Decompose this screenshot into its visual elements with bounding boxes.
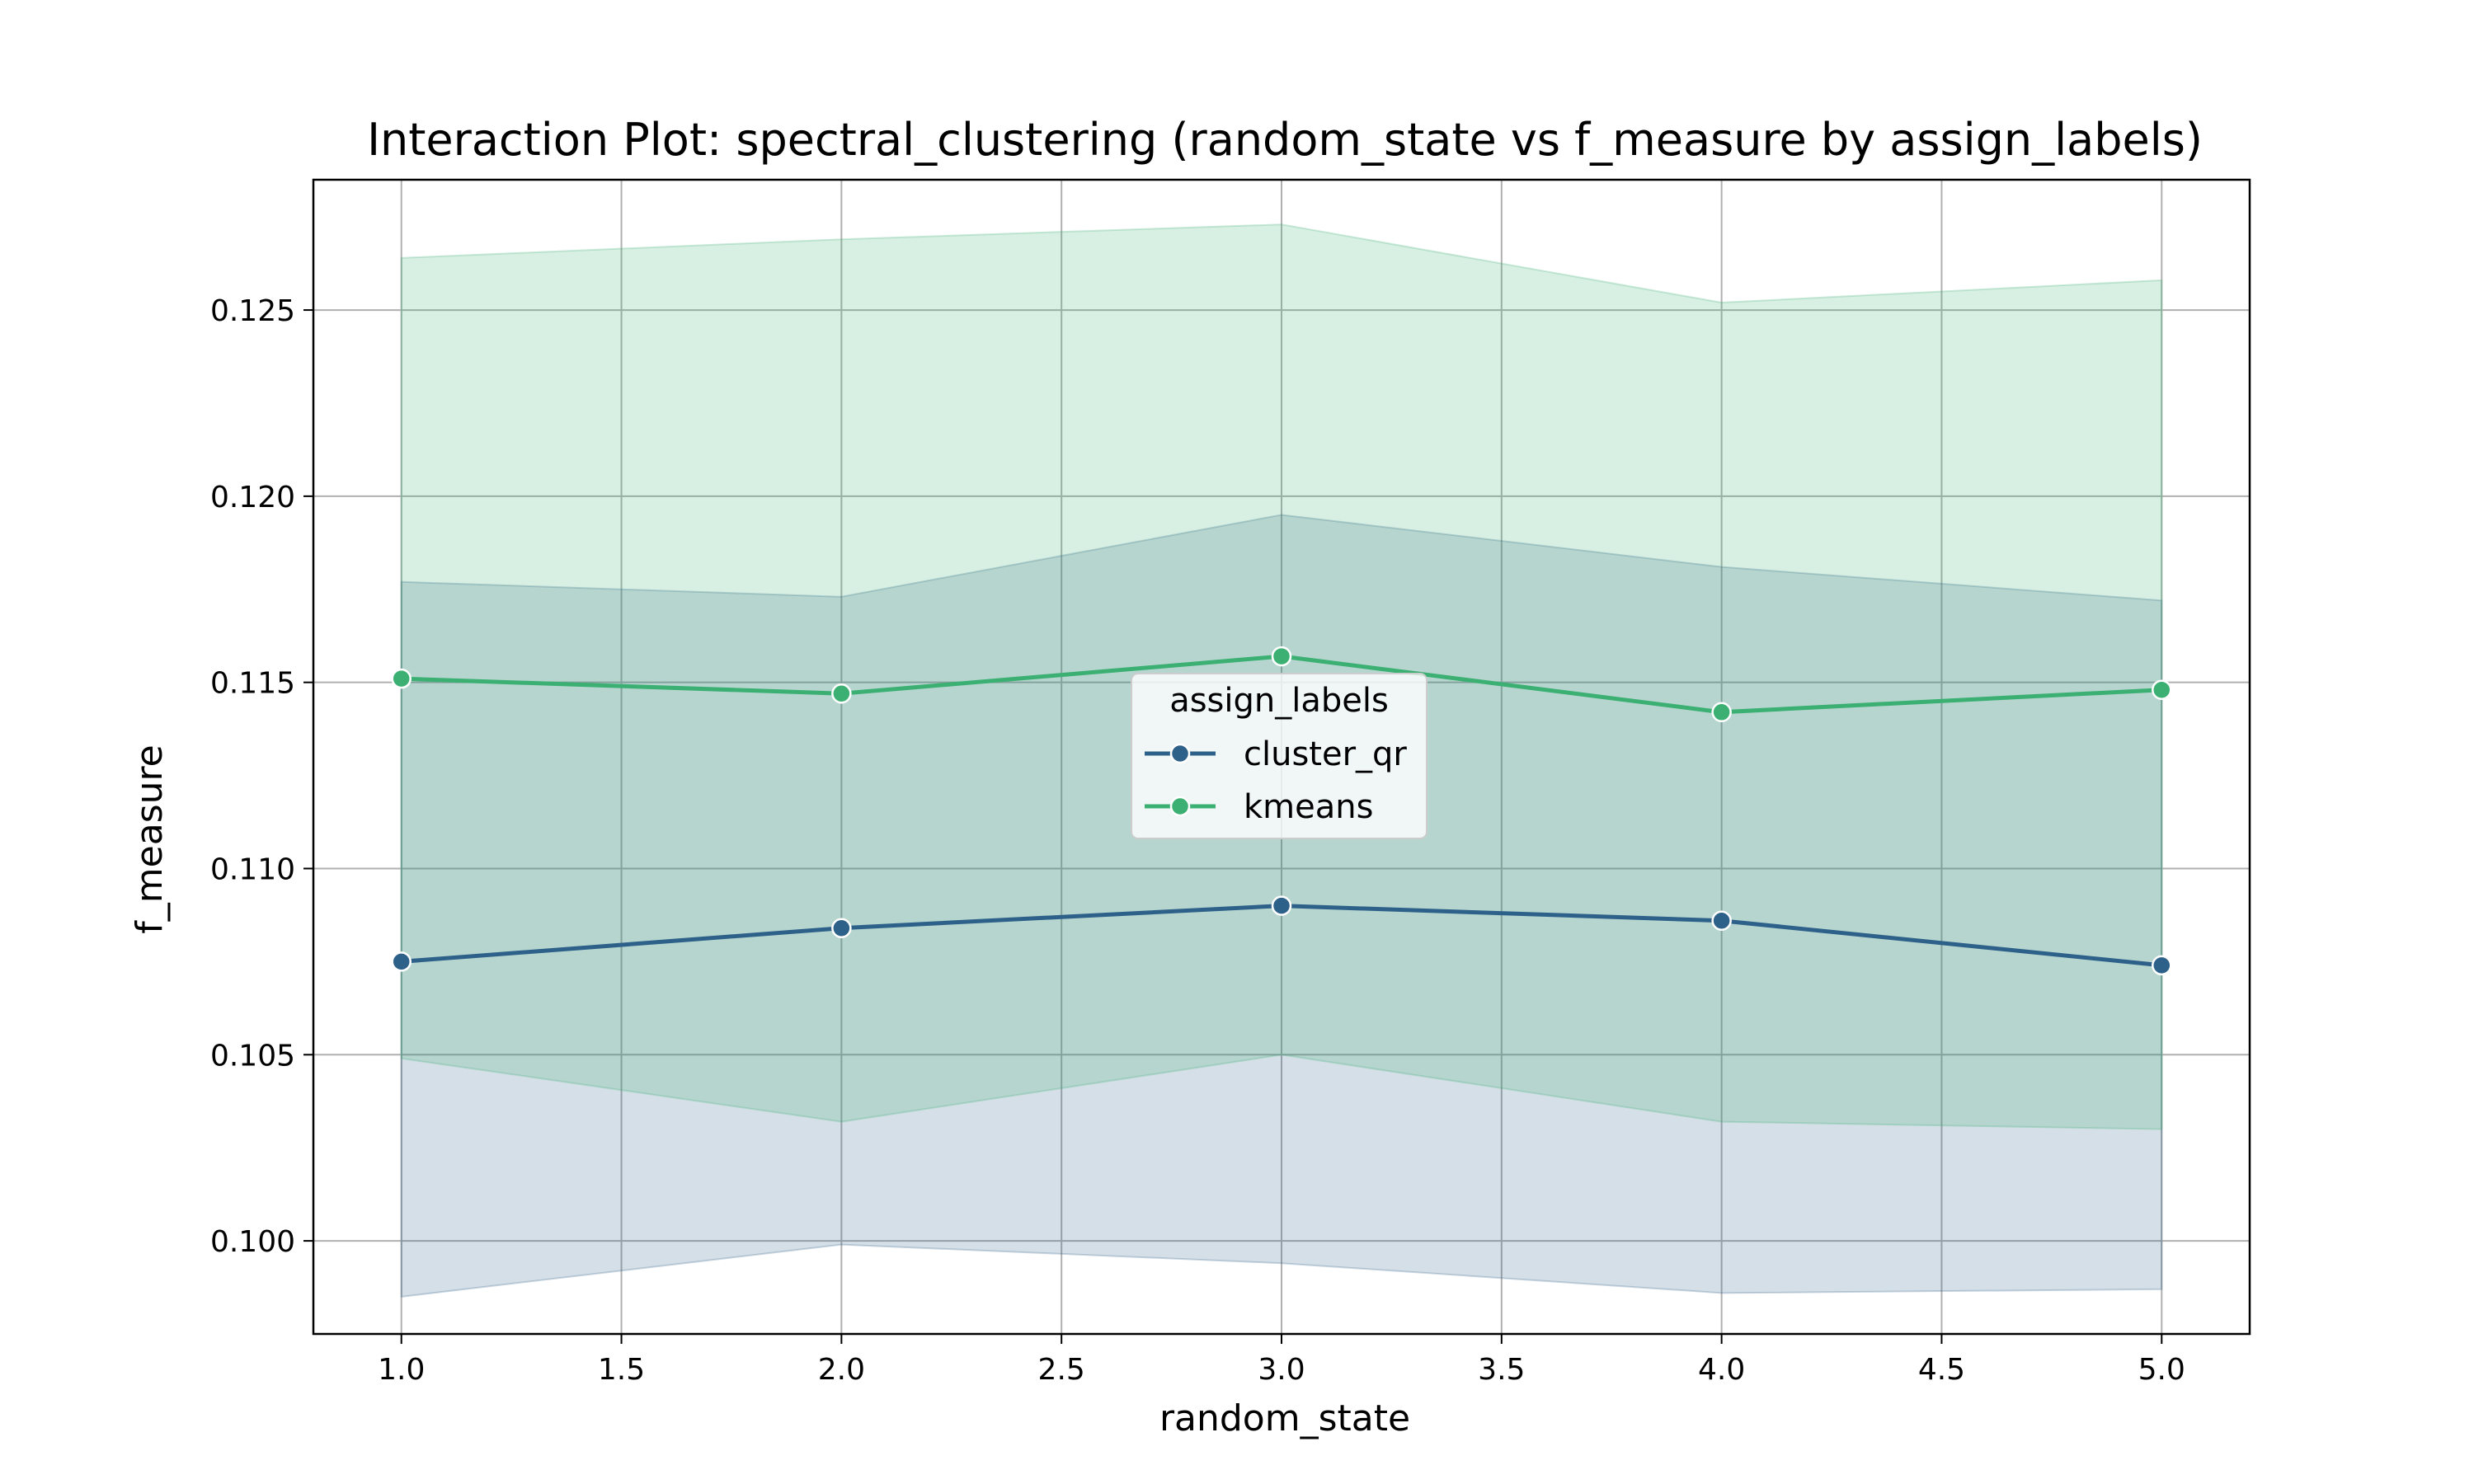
x-tick-label: 2.5 [1038,1353,1085,1387]
x-tick-label: 2.0 [818,1353,865,1387]
chart-title: Interaction Plot: spectral_clustering (r… [367,114,2203,166]
x-ticks: 1.0 1.5 2.0 2.5 3.0 3.5 4.0 4.5 5.0 [378,1334,2185,1387]
x-tick-label: 5.0 [2138,1353,2185,1387]
kmeans-point [1271,646,1292,667]
y-tick-label: 0.115 [210,667,295,701]
legend-label-kmeans: kmeans [1244,788,1373,826]
cluster-qr-point [391,951,412,972]
legend-label-cluster-qr: cluster_qr [1244,735,1407,773]
legend-title: assign_labels [1169,682,1389,720]
grid [313,180,2250,1334]
y-tick-label: 0.125 [210,294,295,328]
x-tick-label: 4.5 [1918,1353,1965,1387]
cluster-qr-point [1271,895,1292,916]
x-tick-label: 4.0 [1698,1353,1745,1387]
cluster-qr-point [1711,910,1732,931]
y-tick-label: 0.105 [210,1039,295,1073]
legend-marker-kmeans [1169,796,1191,817]
y-tick-label: 0.110 [210,852,295,886]
series-points [391,646,2172,976]
cluster-qr-point [2152,955,2172,976]
kmeans-point [831,683,852,704]
kmeans-point [391,668,412,689]
legend-marker-cluster-qr [1169,743,1191,764]
kmeans-point [2152,679,2172,700]
x-axis-label: random_state [1159,1397,1410,1439]
x-tick-label: 3.0 [1258,1353,1305,1387]
y-ticks: 0.100 0.105 0.110 0.115 0.120 0.125 [210,294,313,1259]
kmeans-point [1711,702,1732,723]
y-tick-label: 0.100 [210,1225,295,1259]
cluster-qr-point [831,918,852,938]
legend-box [1131,673,1427,839]
y-tick-label: 0.120 [210,481,295,514]
x-tick-label: 1.5 [598,1353,645,1387]
x-tick-label: 1.0 [378,1353,425,1387]
x-tick-label: 3.5 [1478,1353,1525,1387]
y-axis-label: f_measure [129,744,171,933]
